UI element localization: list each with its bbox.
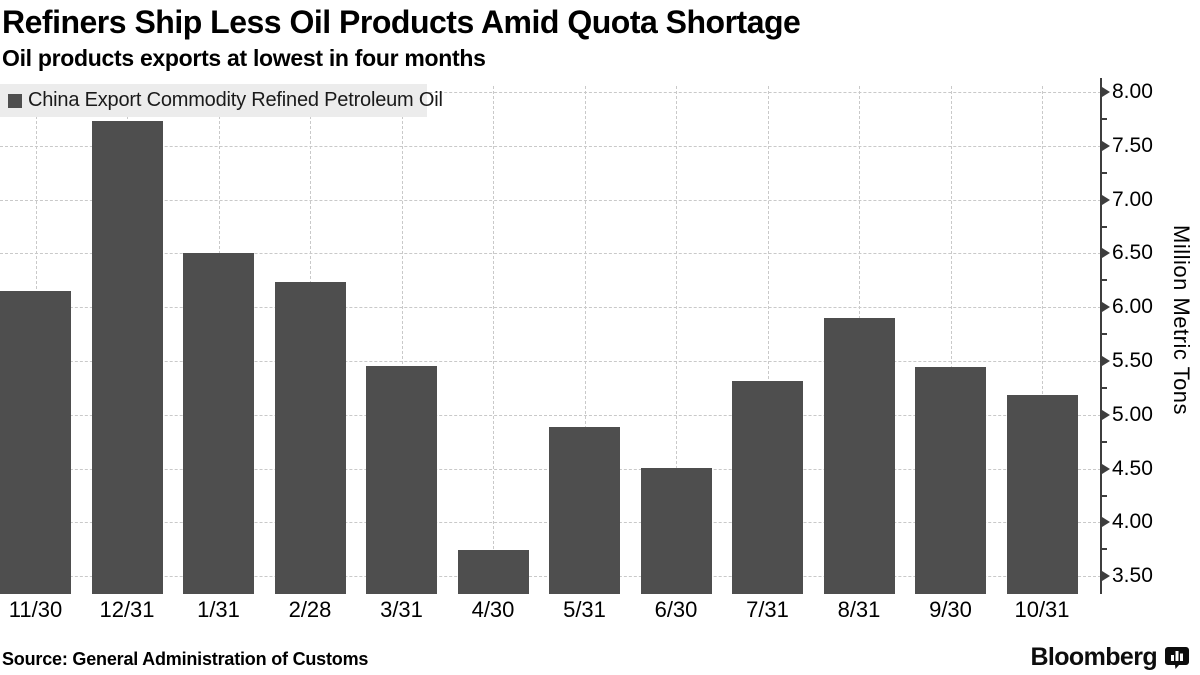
- y-tick-arrow: [1102, 517, 1110, 528]
- x-tick-label: 8/31: [837, 597, 881, 622]
- page-title: Refiners Ship Less Oil Products Amid Quo…: [2, 4, 801, 40]
- x-tick-label: 1/31: [197, 597, 240, 622]
- y-tick-label: 7.00: [1112, 187, 1153, 211]
- legend: China Export Commodity Refined Petroleum…: [0, 84, 443, 117]
- bar-3/31: [366, 366, 437, 594]
- x-gridline: [401, 86, 403, 594]
- page-subtitle: Oil products exports at lowest in four m…: [2, 45, 486, 71]
- x-gridline: [950, 86, 952, 594]
- x-gridline: [767, 86, 769, 594]
- y-tick-label: 7.50: [1112, 133, 1153, 157]
- bar-4/30: [457, 550, 529, 594]
- y-tick-arrow: [1102, 571, 1110, 582]
- x-tick-label: 4/30: [471, 597, 515, 622]
- y-tick-arrow: [1102, 463, 1110, 474]
- legend-swatch-icon: [8, 93, 22, 108]
- y-tick-arrow: [1102, 140, 1110, 151]
- bar-5/31: [549, 426, 620, 594]
- x-tick-label: 6/30: [654, 597, 698, 622]
- y-tick-label: 6.50: [1112, 241, 1153, 265]
- y-minor-tick: [1100, 440, 1107, 443]
- bar-10/31: [1006, 395, 1078, 594]
- x-gridline: [493, 86, 494, 594]
- y-minor-tick: [1100, 225, 1107, 228]
- y-tick-label: 8.00: [1112, 80, 1153, 103]
- y-gridline: [0, 361, 1101, 362]
- y-tick-arrow: [1102, 248, 1110, 259]
- bar-chart-bubble-icon: [1165, 646, 1189, 669]
- brand-wordmark: Bloomberg: [1030, 643, 1157, 671]
- y-tick-arrow: [1102, 194, 1110, 205]
- bar-2/28: [274, 282, 346, 594]
- y-minor-tick: [1100, 333, 1107, 336]
- y-tick-label: 4.50: [1112, 456, 1153, 480]
- y-minor-tick: [1100, 494, 1107, 497]
- y-minor-tick: [1100, 386, 1107, 389]
- bar-1/31: [183, 253, 254, 594]
- brand-lockup: Bloomberg: [1030, 643, 1190, 672]
- y-gridline: [0, 92, 1101, 93]
- y-gridline: [0, 414, 1101, 416]
- bar-11/30: [0, 291, 71, 594]
- y-tick-label: 5.00: [1112, 402, 1153, 426]
- y-gridline: [0, 307, 1101, 309]
- y-tick-arrow: [1102, 87, 1110, 97]
- y-gridline: [0, 199, 1101, 201]
- x-tick-label: 5/31: [563, 597, 606, 622]
- y-tick-arrow: [1102, 409, 1110, 420]
- bar-12/31: [91, 121, 163, 594]
- legend-label: China Export Commodity Refined Petroleum…: [28, 89, 443, 111]
- bar-9/30: [915, 367, 986, 594]
- y-gridline: [0, 253, 1101, 255]
- y-tick-label: 4.00: [1112, 510, 1153, 534]
- x-tick-label: 12/31: [99, 597, 155, 622]
- y-minor-tick: [1100, 117, 1107, 120]
- y-minor-tick: [1100, 548, 1107, 551]
- x-tick-label: 2/28: [288, 597, 332, 622]
- x-tick-label: 3/31: [380, 597, 423, 622]
- y-minor-tick: [1100, 171, 1107, 174]
- y-tick-label: 3.50: [1112, 564, 1153, 588]
- y-tick-label: 5.50: [1112, 349, 1153, 372]
- x-gridline: [584, 86, 586, 594]
- x-gridline: [1042, 86, 1043, 594]
- y-minor-tick: [1100, 279, 1107, 282]
- y-tick-arrow: [1102, 302, 1110, 313]
- y-gridline: [0, 145, 1101, 147]
- y-tick-arrow: [1102, 356, 1110, 366]
- y-axis-title: Million Metric Tons: [1169, 225, 1194, 416]
- bar-7/31: [732, 381, 803, 594]
- x-gridline: [676, 86, 677, 594]
- x-tick-label: 7/31: [746, 597, 789, 622]
- y-tick-label: 6.00: [1112, 295, 1153, 319]
- bar-8/31: [823, 317, 895, 594]
- x-tick-label: 9/30: [929, 597, 972, 622]
- source-note: Source: General Administration of Custom…: [2, 649, 369, 669]
- x-tick-label: 10/31: [1014, 597, 1070, 622]
- y-axis-line: [1100, 78, 1102, 594]
- x-tick-label: 11/30: [8, 597, 63, 622]
- bar-6/30: [640, 467, 712, 594]
